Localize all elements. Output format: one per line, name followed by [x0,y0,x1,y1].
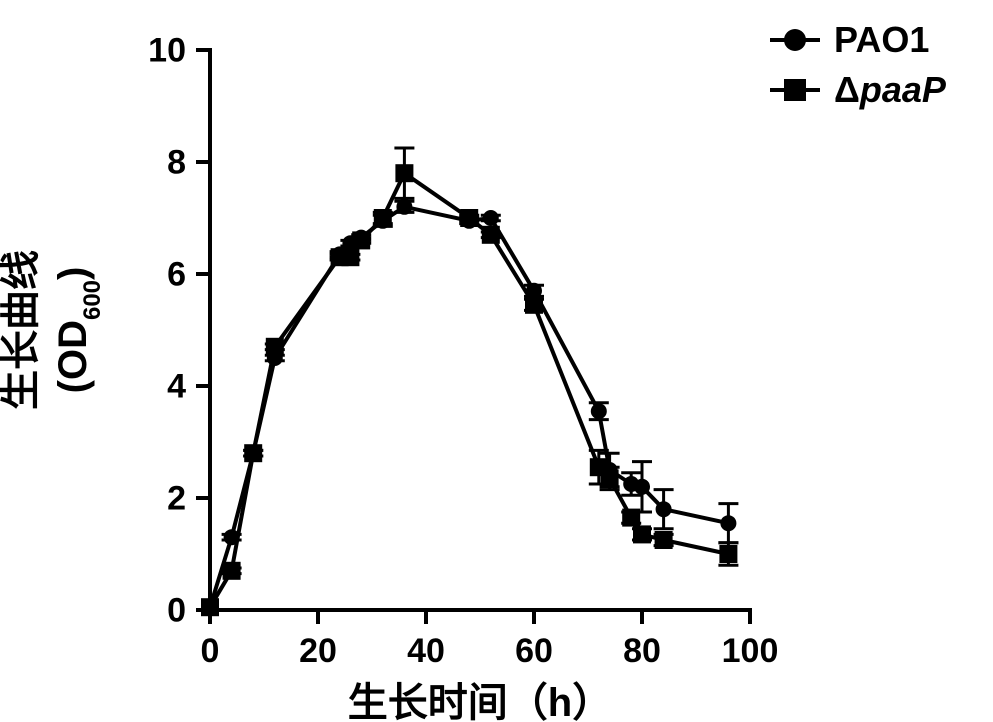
marker-square [341,248,359,266]
marker-square [719,545,737,563]
legend-marker [784,79,806,101]
x-tick-label: 100 [722,632,779,670]
legend-marker [784,29,806,51]
marker-square [352,231,370,249]
marker-square [460,209,478,227]
marker-circle [656,501,672,517]
marker-square [525,296,543,314]
x-tick-label: 60 [515,632,553,670]
x-tick-label: 0 [201,632,220,670]
y-axis-label: 生长曲线(OD600) [0,250,106,410]
y-tick-label: 8 [167,143,186,181]
marker-square [655,531,673,549]
x-tick-label: 20 [299,632,337,670]
marker-square [622,509,640,527]
x-axis-label: 生长时间（h） [348,681,612,722]
growth-curve-chart: 0 20 40 60 80 100 0 2 4 6 8 10 生长时间（h） 生长曲线(OD600) PAO… [0,0,993,722]
marker-square [395,164,413,182]
marker-circle [483,210,499,226]
marker-square [223,562,241,580]
marker-square [482,226,500,244]
marker-square [201,598,219,616]
marker-square [633,525,651,543]
marker-square [374,209,392,227]
y-tick-label: 4 [167,367,186,405]
x-tick-label: 80 [623,632,661,670]
marker-square [601,469,619,487]
legend-label: ΔpaaP [834,69,947,110]
x-tick-label: 40 [407,632,445,670]
y-tick-label: 6 [167,255,186,293]
legend-label: PAO1 [834,19,929,60]
y-tick-label: 0 [167,591,186,629]
y-tick-label: 2 [167,479,186,517]
y-tick-label: 10 [148,31,186,69]
marker-circle [634,479,650,495]
marker-circle [396,199,412,215]
marker-square [244,444,262,462]
chart-svg: 0 20 40 60 80 100 0 2 4 6 8 10 生长时间（h） 生长曲线(OD600) PAO… [0,0,993,722]
marker-circle [591,403,607,419]
marker-circle [720,515,736,531]
svg-text:生长曲线: 生长曲线 [0,250,43,410]
marker-square [266,338,284,356]
